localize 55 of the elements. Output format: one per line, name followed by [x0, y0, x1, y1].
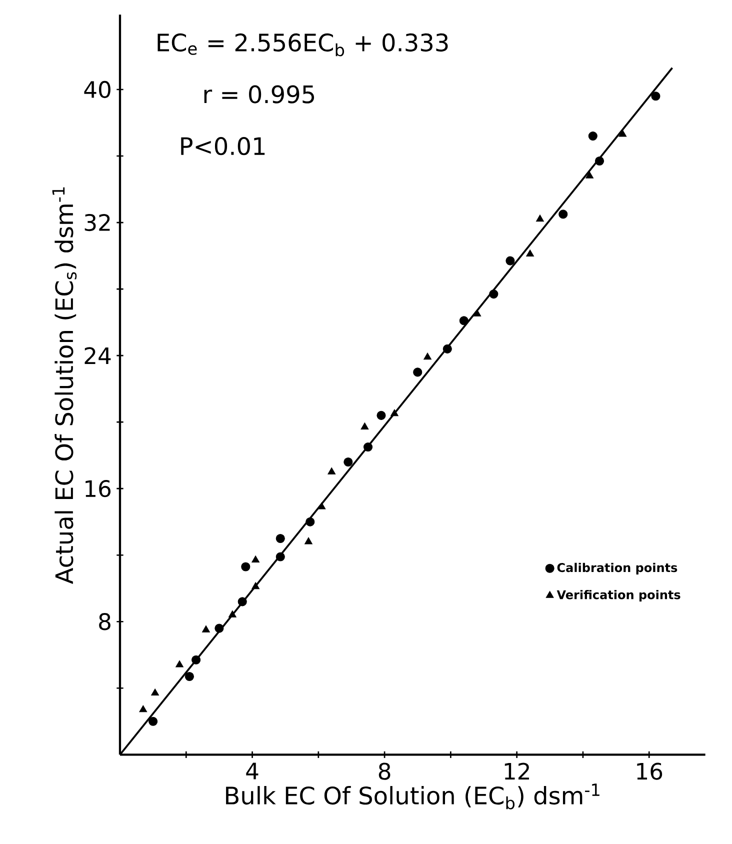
y-tick-label: 24 — [84, 347, 111, 364]
point — [252, 556, 260, 563]
point — [344, 457, 353, 467]
point — [306, 517, 315, 526]
y-tick-label: 32 — [84, 214, 110, 232]
point — [558, 210, 568, 219]
point — [424, 352, 432, 360]
point — [192, 655, 201, 664]
x-axis-title: Bulk EC Of Solution (EC$_{b}$) dsm$^{-1}$ — [226, 784, 600, 810]
point — [363, 442, 373, 452]
point — [536, 214, 544, 222]
point — [594, 156, 604, 166]
point — [276, 552, 285, 562]
point — [176, 660, 184, 668]
x-tick-label: 12 — [504, 762, 529, 780]
point — [360, 422, 369, 430]
point — [376, 410, 386, 420]
point — [413, 368, 422, 377]
point — [252, 582, 260, 590]
annotation: EC$_{e}$ = 2.556EC$_{b}$ + 0.333 — [158, 33, 448, 56]
point — [228, 610, 236, 618]
point — [506, 256, 515, 266]
point — [489, 290, 498, 299]
point — [238, 597, 247, 606]
annotation: r = 0.995 — [204, 85, 314, 104]
point — [588, 132, 598, 141]
point — [586, 171, 594, 178]
point — [184, 672, 194, 682]
y-tick-label: 16 — [86, 480, 111, 498]
point — [618, 130, 627, 137]
y-tick-label: 40 — [84, 80, 110, 98]
x-tick-label: 4 — [246, 762, 258, 780]
point — [318, 502, 326, 510]
point — [304, 537, 312, 544]
legend-label: Verification points — [556, 590, 680, 602]
point — [390, 409, 398, 416]
point — [651, 92, 660, 101]
point — [276, 534, 285, 544]
x-tick-label: 16 — [637, 762, 662, 780]
point — [139, 705, 148, 712]
point — [202, 625, 210, 632]
y-tick-label: 8 — [99, 613, 110, 630]
point — [526, 250, 534, 257]
point — [151, 688, 160, 696]
y-axis-title: Actual EC Of Solution (EC$_{s}$) dsm$^{-1}$ — [52, 187, 77, 584]
point — [442, 344, 452, 354]
point — [148, 716, 158, 726]
point — [328, 467, 336, 474]
point — [473, 309, 482, 316]
point — [241, 562, 250, 572]
legend-label: Calibration points — [557, 562, 678, 574]
point — [459, 316, 468, 326]
x-tick-label: 8 — [378, 762, 390, 780]
point — [214, 624, 224, 633]
annotation: P<0.01 — [181, 137, 265, 156]
